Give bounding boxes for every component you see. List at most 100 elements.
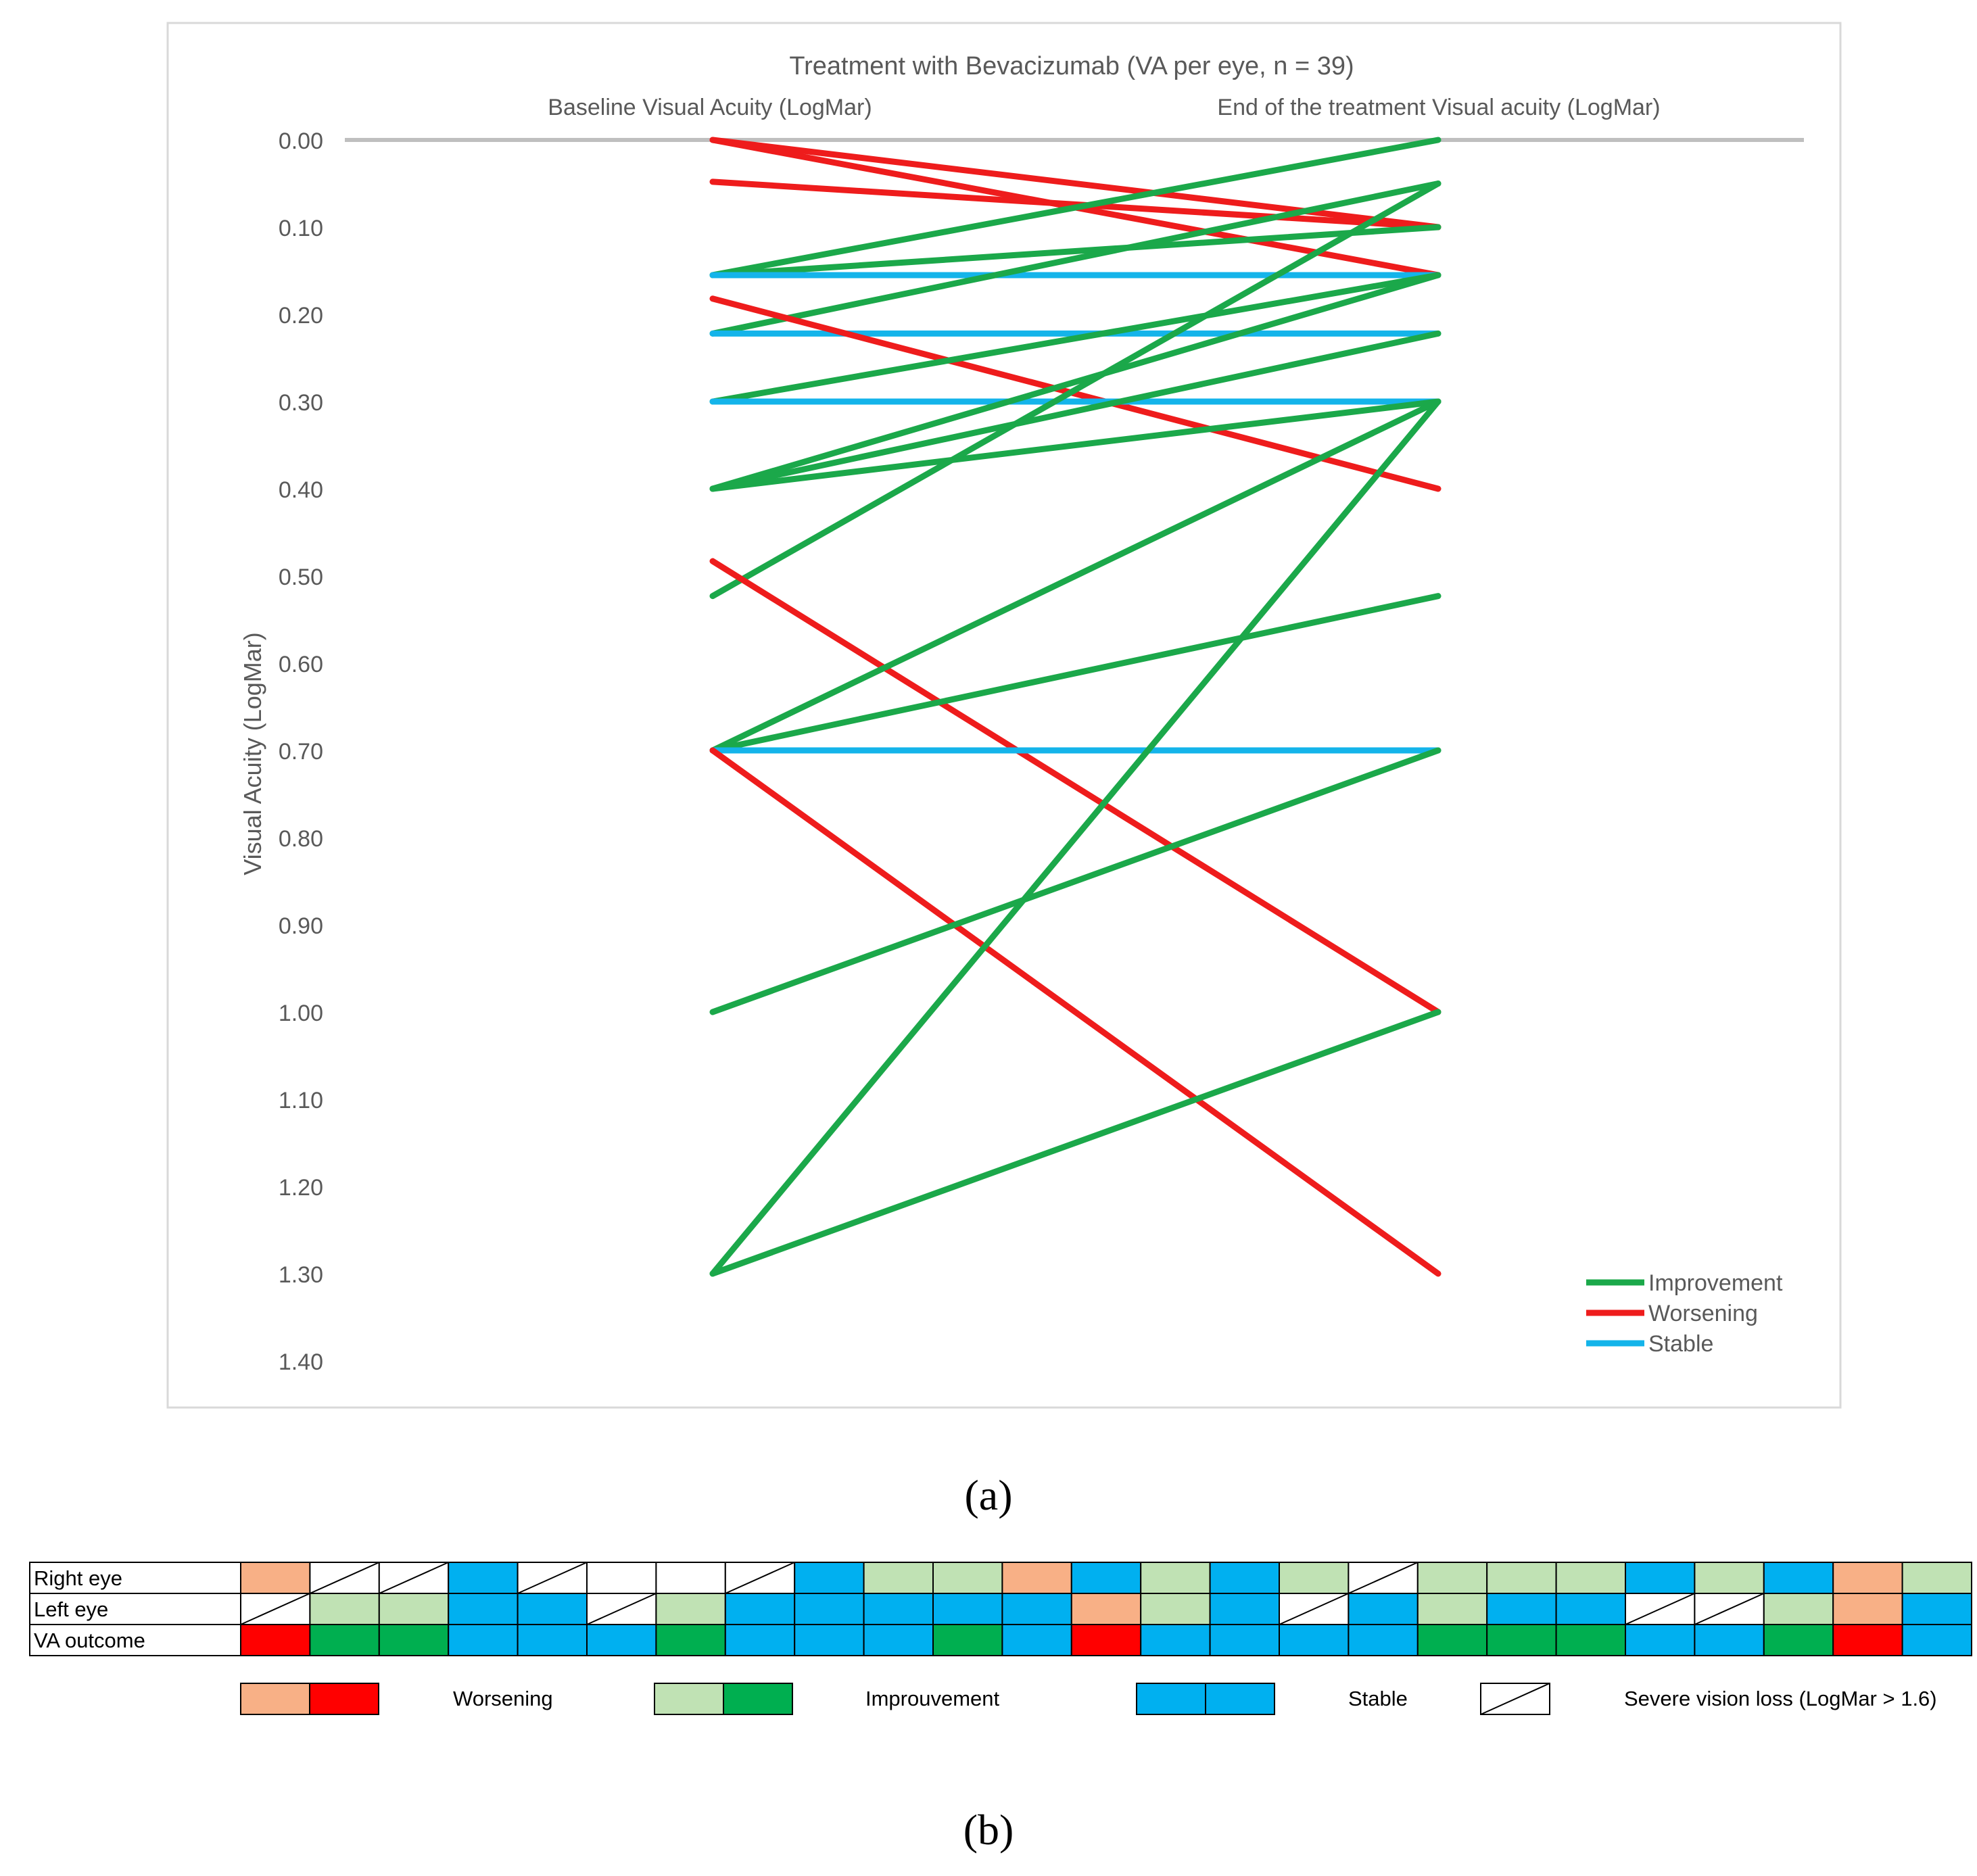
grid-cell-worsening_outcome <box>1832 1624 1903 1656</box>
severe-slash <box>240 1593 310 1625</box>
grid-cell-stable <box>1901 1593 1973 1625</box>
line-improvement <box>709 224 1442 279</box>
line-improvement <box>709 398 1442 754</box>
grid-cell-stable <box>1279 1624 1350 1656</box>
line-improvement <box>709 1009 1442 1277</box>
grid-cell-improvement_eye <box>863 1562 934 1594</box>
grid-rows: Right eye Left eye VA outcome <box>29 1562 1973 1656</box>
legend-label-stable: Stable <box>1648 1331 1713 1357</box>
y-tick-label: 0.40 <box>279 477 323 503</box>
y-tick-label: 0.70 <box>279 739 323 765</box>
line-improvement <box>709 181 1442 600</box>
y-tick-label: 1.00 <box>279 1001 323 1026</box>
y-tick-label: 1.30 <box>279 1262 323 1288</box>
y-tick-label: 0.50 <box>279 564 323 590</box>
y-tick-label: 1.40 <box>279 1349 323 1375</box>
grid-cell-improvement_eye <box>1763 1593 1834 1625</box>
grid-cell-stable <box>1209 1562 1280 1594</box>
y-tick-label: 0.30 <box>279 390 323 416</box>
line-improvement <box>709 330 1442 492</box>
legend-swatch-worsening_outcome <box>309 1683 379 1715</box>
grid-cell-stable <box>932 1593 1003 1625</box>
line-improvement <box>709 181 1442 337</box>
severe-slash <box>1480 1683 1550 1715</box>
chart-title: Treatment with Bevacizumab (VA per eye, … <box>789 52 1354 80</box>
grid-cell-worsening_eye <box>1832 1593 1903 1625</box>
y-tick-label: 0.10 <box>279 216 323 241</box>
grid-cell-stable <box>448 1562 519 1594</box>
y-tick-label: 0.90 <box>279 913 323 939</box>
severe-slash <box>1625 1593 1695 1625</box>
grid-cell-worsening_eye <box>1070 1593 1142 1625</box>
severe-slash <box>517 1562 588 1594</box>
grid-cell-improvement_eye <box>1140 1593 1211 1625</box>
grid-cell-stable <box>517 1624 588 1656</box>
y-tick-label: 1.10 <box>279 1088 323 1113</box>
legend-swatch-improvement_outcome <box>723 1683 793 1715</box>
y-tick-labels: 0.00 0.10 0.20 0.30 0.40 0.50 0.60 0.70 0.80 0.90… <box>279 128 323 1375</box>
grid-cell-improvement_outcome <box>309 1624 380 1656</box>
y-tick-label: 0.20 <box>279 303 323 329</box>
grid-legend-label: Improuvement <box>865 1687 1000 1710</box>
grid-cell-worsening_eye <box>1001 1562 1072 1594</box>
grid-legend-label: Worsening <box>453 1687 553 1710</box>
line-improvement <box>709 272 1442 405</box>
grid-cell-stable <box>448 1624 519 1656</box>
caption-b: (b) <box>963 1806 1014 1854</box>
grid-cell-improvement_eye <box>1694 1562 1765 1594</box>
grid-cell-improvement_outcome <box>1486 1624 1557 1656</box>
grid-cell-improvement_eye <box>1486 1562 1557 1594</box>
row-label-cell <box>29 1624 241 1656</box>
row-label: Right eye <box>34 1566 122 1590</box>
grid-cell-stable <box>1901 1624 1973 1656</box>
legend-swatch-improvement_eye <box>654 1683 724 1715</box>
grid-cell-stable <box>1209 1593 1280 1625</box>
grid-cell-stable <box>517 1593 588 1625</box>
y-tick-label: 0.00 <box>279 128 323 154</box>
legend-label-improvement: Improvement <box>1648 1270 1783 1296</box>
grid-cell-improvement_outcome <box>932 1624 1003 1656</box>
y-tick-label: 0.60 <box>279 652 323 677</box>
grid-cell-improvement_eye <box>655 1593 726 1625</box>
grid-cell-stable <box>863 1593 934 1625</box>
y-tick-label: 0.80 <box>279 826 323 852</box>
grid-cell-improvement_outcome <box>1763 1624 1834 1656</box>
grid-cell-improvement_outcome <box>655 1624 726 1656</box>
legend-swatch-worsening_eye <box>240 1683 310 1715</box>
grid-cell-stable <box>1001 1593 1072 1625</box>
left-axis-label: Baseline Visual Acuity (LogMar) <box>548 95 872 120</box>
severe-slash <box>379 1562 449 1594</box>
grid-cell-improvement_outcome <box>1555 1624 1627 1656</box>
grid-cell-stable <box>724 1624 796 1656</box>
grid-cell-improvement_eye <box>1555 1562 1627 1594</box>
legend-swatch-stable <box>1136 1683 1206 1715</box>
grid-cell-stable <box>1070 1562 1142 1594</box>
grid-cell-improvement_eye <box>1901 1562 1973 1594</box>
grid-cell-worsening_outcome <box>240 1624 311 1656</box>
severe-slash <box>725 1562 795 1594</box>
line-improvement <box>709 398 1442 492</box>
grid-cell-stable <box>1625 1624 1696 1656</box>
legend-swatch-stable <box>1205 1683 1275 1715</box>
grid-cell-worsening_outcome <box>1070 1624 1142 1656</box>
severe-slash <box>1694 1593 1765 1625</box>
grid-cell-stable <box>794 1562 865 1594</box>
grid-cell-stable <box>1209 1624 1280 1656</box>
grid-cell-improvement_eye <box>1416 1562 1488 1594</box>
grid-cell-stable <box>448 1593 519 1625</box>
line-improvement <box>709 272 1442 492</box>
line-worsening <box>709 558 1442 1015</box>
chart-frame <box>166 22 1842 1409</box>
y-axis-title: Visual Acuity (LogMar) <box>239 632 266 875</box>
grid-legend-label: Stable <box>1348 1687 1408 1710</box>
grid-cell-stable <box>863 1624 934 1656</box>
severe-slash <box>586 1593 657 1625</box>
grid-cell-stable <box>586 1624 657 1656</box>
line-improvement <box>709 137 1442 279</box>
grid-cell-stable <box>1555 1593 1627 1625</box>
severe-slash <box>1279 1593 1349 1625</box>
legend-label-worsening: Worsening <box>1648 1301 1758 1326</box>
caption-a: (a) <box>964 1471 1013 1519</box>
y-tick-label: 1.20 <box>279 1175 323 1201</box>
line-worsening <box>709 137 1442 231</box>
